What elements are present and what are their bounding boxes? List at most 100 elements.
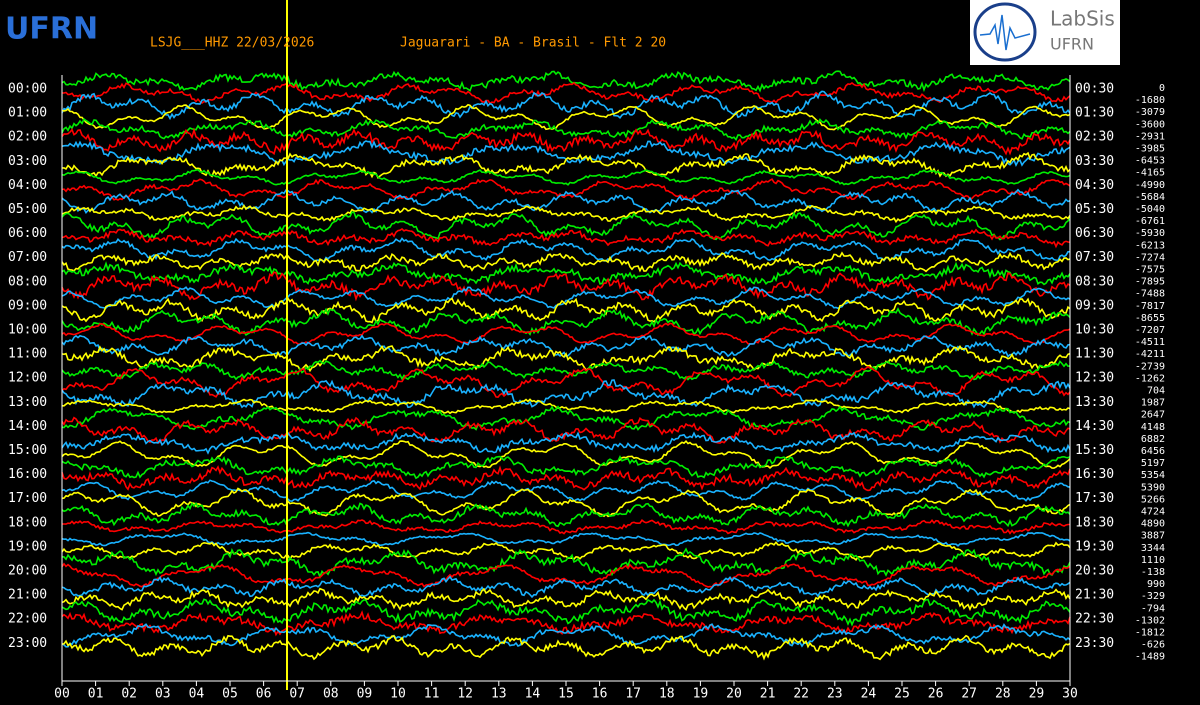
- hour-label: 02:00: [8, 130, 47, 145]
- half-hour-label: 20:30: [1075, 564, 1114, 579]
- trace: [61, 547, 1071, 580]
- offset-label: 5266: [1141, 494, 1165, 505]
- traces: [61, 70, 1071, 661]
- offset-label: -1302: [1135, 615, 1165, 626]
- trace: [61, 531, 1071, 547]
- offset-label: -626: [1141, 640, 1165, 651]
- offset-label: -5684: [1135, 192, 1165, 203]
- half-hour-label: 03:30: [1075, 154, 1114, 169]
- trace: [61, 204, 1071, 224]
- trace: [61, 103, 1071, 131]
- station-label: LSJG___HHZ 22/03/2026: [150, 36, 314, 51]
- location-label: Jaguarari - BA - Brasil - Flt 2 20: [400, 36, 666, 51]
- half-hour-label: 02:30: [1075, 130, 1114, 145]
- offset-label: -794: [1141, 603, 1165, 614]
- labsis-logo-ring: [973, 2, 1037, 62]
- offset-label: 5354: [1141, 470, 1165, 481]
- minute-label: 27: [961, 687, 977, 702]
- trace: [61, 359, 1071, 381]
- minute-label: 09: [357, 687, 373, 702]
- offset-label: -329: [1141, 591, 1165, 602]
- hour-label: 16:00: [8, 467, 47, 482]
- minute-label: 03: [155, 687, 171, 702]
- half-hour-label: 14:30: [1075, 419, 1114, 434]
- offset-label: -7488: [1135, 289, 1165, 300]
- minute-label: 29: [1029, 687, 1045, 702]
- hour-label: 15:00: [8, 443, 47, 458]
- minute-label: 19: [693, 687, 709, 702]
- half-hour-label: 08:30: [1075, 274, 1114, 289]
- trace: [61, 211, 1071, 241]
- trace: [61, 440, 1071, 469]
- minute-label: 08: [323, 687, 339, 702]
- trace: [61, 286, 1071, 310]
- half-hour-label: 13:30: [1075, 395, 1114, 410]
- trace: [61, 562, 1071, 588]
- offset-label: 1987: [1141, 398, 1165, 409]
- trace: [61, 296, 1071, 324]
- half-hour-label: 15:30: [1075, 443, 1114, 458]
- trace: [61, 431, 1071, 455]
- trace: [61, 623, 1071, 648]
- half-hour-label: 17:30: [1075, 491, 1114, 506]
- hour-label: 14:00: [8, 419, 47, 434]
- trace: [61, 405, 1071, 431]
- offset-label: -5930: [1135, 228, 1165, 239]
- offset-label: 4890: [1141, 519, 1165, 530]
- offset-label: -7575: [1135, 265, 1165, 276]
- minute-label: 30: [1062, 687, 1078, 702]
- hour-label: 10:00: [8, 323, 47, 338]
- trace: [61, 178, 1071, 201]
- offset-label: -7817: [1135, 301, 1165, 312]
- offset-label: -6761: [1135, 216, 1165, 227]
- hour-label: 00:00: [8, 82, 47, 97]
- minute-label: 20: [726, 687, 742, 702]
- hour-label: 04:00: [8, 178, 47, 193]
- hour-label: 03:00: [8, 154, 47, 169]
- trace: [61, 541, 1071, 561]
- trace: [61, 90, 1071, 121]
- minute-label: 13: [491, 687, 507, 702]
- hour-label: 22:00: [8, 612, 47, 627]
- minute-label: 15: [558, 687, 574, 702]
- hour-label: 20:00: [8, 564, 47, 579]
- half-hour-label: 07:30: [1075, 250, 1114, 265]
- trace: [61, 168, 1071, 186]
- hour-label: 17:00: [8, 491, 47, 506]
- minute-label: 04: [189, 687, 205, 702]
- offset-label: -8655: [1135, 313, 1165, 324]
- minute-label: 16: [592, 687, 608, 702]
- half-hour-label: 12:30: [1075, 371, 1114, 386]
- hour-label: 18:00: [8, 515, 47, 530]
- minute-label: 23: [827, 687, 843, 702]
- trace: [61, 334, 1071, 358]
- offset-label: -4211: [1135, 349, 1165, 360]
- trace: [61, 251, 1071, 273]
- half-hour-label: 05:30: [1075, 202, 1114, 217]
- offset-label: -138: [1141, 567, 1165, 578]
- offset-label: 3887: [1141, 531, 1165, 542]
- offset-label: -1680: [1135, 95, 1165, 106]
- minute-label: 05: [222, 687, 238, 702]
- trace: [61, 151, 1071, 179]
- offset-label: 704: [1147, 386, 1165, 397]
- offset-label: -3985: [1135, 144, 1165, 155]
- half-hour-label: 06:30: [1075, 226, 1114, 241]
- minute-label: 10: [390, 687, 406, 702]
- minute-label: 02: [121, 687, 137, 702]
- minute-label: 18: [659, 687, 675, 702]
- trace: [61, 261, 1071, 286]
- offset-label: 5390: [1141, 482, 1165, 493]
- minute-label: 22: [793, 687, 809, 702]
- ufrn-logo: UFRN: [5, 12, 98, 47]
- hour-label: 06:00: [8, 226, 47, 241]
- hour-label: 21:00: [8, 588, 47, 603]
- offset-label: -7207: [1135, 325, 1165, 336]
- hour-label: 01:00: [8, 106, 47, 121]
- labsis-sub: UFRN: [1050, 35, 1094, 54]
- trace: [61, 70, 1071, 93]
- trace: [61, 188, 1071, 214]
- offset-label: -7895: [1135, 277, 1165, 288]
- trace: [62, 81, 1071, 105]
- offset-label: 5197: [1141, 458, 1165, 469]
